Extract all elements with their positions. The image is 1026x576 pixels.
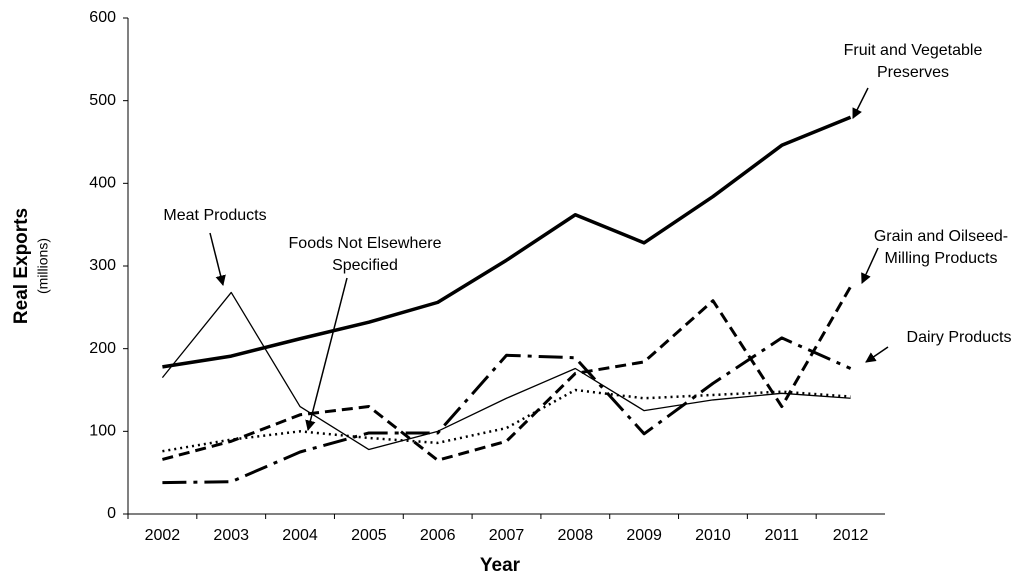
series-line — [162, 285, 852, 462]
x-tick-label: 2006 — [420, 527, 456, 544]
series-line — [162, 388, 851, 453]
y-tick-label: 500 — [89, 92, 116, 109]
arrow — [861, 247, 879, 284]
y-tick-label: 200 — [89, 340, 116, 357]
y-tick-label: 400 — [89, 175, 116, 192]
arrow — [209, 232, 226, 287]
series-line — [162, 115, 852, 369]
y-axis-subtitle: (millions) — [35, 238, 51, 294]
series-annotation: Grain and Oilseed-Milling Products — [873, 228, 1009, 267]
y-tick-label: 0 — [107, 505, 116, 522]
x-tick-label: 2007 — [489, 527, 525, 544]
x-tick-label: 2011 — [765, 527, 800, 544]
x-tick-label: 2004 — [282, 527, 318, 544]
x-tick-label: 2003 — [213, 527, 249, 544]
y-tick-label: 100 — [89, 423, 116, 440]
arrow — [305, 277, 348, 432]
series-annotation: Meat Products — [163, 207, 267, 224]
annotation-arrows — [209, 87, 889, 432]
x-tick-label: 2005 — [351, 527, 387, 544]
series-line — [162, 336, 852, 485]
series-annotation: Dairy Products — [906, 329, 1012, 346]
x-tick-label: 2002 — [145, 527, 181, 544]
arrow — [865, 346, 889, 363]
x-tick-label: 2010 — [695, 527, 731, 544]
x-tick-label: 2008 — [558, 527, 594, 544]
arrow — [852, 87, 869, 119]
x-tick-label: 2012 — [833, 527, 869, 544]
x-axis-title: Year — [480, 555, 521, 576]
series-line — [161, 291, 851, 451]
series-annotation: Foods Not Elsewhere Specified — [288, 235, 442, 274]
y-tick-label: 600 — [89, 9, 116, 26]
x-tick-label: 2009 — [626, 527, 662, 544]
y-axis-title: Real Exports — [11, 208, 32, 324]
y-tick-label: 300 — [89, 257, 116, 274]
series-annotation: Fruit and Vegetable Preserves — [843, 42, 983, 81]
